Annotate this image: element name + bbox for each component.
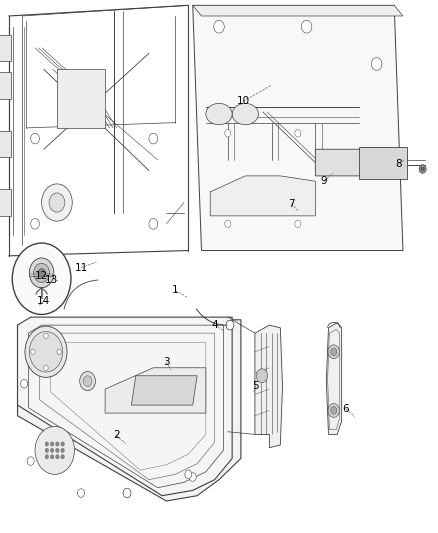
Polygon shape bbox=[326, 322, 342, 434]
Circle shape bbox=[25, 326, 67, 377]
Polygon shape bbox=[0, 35, 11, 61]
Polygon shape bbox=[315, 149, 385, 176]
Text: 10: 10 bbox=[237, 96, 250, 106]
Circle shape bbox=[149, 133, 158, 144]
Polygon shape bbox=[57, 69, 105, 128]
Text: 1: 1 bbox=[172, 286, 179, 295]
Circle shape bbox=[328, 403, 339, 417]
Polygon shape bbox=[0, 72, 11, 99]
Text: 9: 9 bbox=[321, 176, 328, 186]
Circle shape bbox=[371, 58, 382, 70]
Circle shape bbox=[295, 220, 301, 228]
Circle shape bbox=[189, 473, 196, 481]
Circle shape bbox=[31, 349, 35, 354]
Circle shape bbox=[123, 488, 131, 498]
Text: 6: 6 bbox=[343, 404, 350, 414]
Circle shape bbox=[61, 455, 64, 459]
Circle shape bbox=[38, 269, 45, 277]
Circle shape bbox=[44, 365, 48, 370]
Circle shape bbox=[49, 193, 65, 212]
Circle shape bbox=[61, 448, 64, 453]
Text: 7: 7 bbox=[288, 199, 295, 208]
Circle shape bbox=[56, 455, 59, 459]
Polygon shape bbox=[0, 189, 11, 216]
Text: 13: 13 bbox=[45, 275, 58, 285]
Text: 11: 11 bbox=[74, 263, 88, 272]
Circle shape bbox=[21, 379, 28, 388]
Circle shape bbox=[34, 263, 49, 282]
Circle shape bbox=[83, 376, 92, 386]
Circle shape bbox=[12, 243, 71, 314]
Polygon shape bbox=[359, 147, 407, 179]
Circle shape bbox=[80, 372, 95, 391]
Circle shape bbox=[328, 345, 339, 359]
Text: 12: 12 bbox=[35, 271, 48, 281]
Circle shape bbox=[45, 448, 49, 453]
Text: 3: 3 bbox=[163, 358, 170, 367]
Text: 4: 4 bbox=[211, 320, 218, 330]
Circle shape bbox=[225, 220, 231, 228]
Polygon shape bbox=[18, 320, 241, 501]
Text: 2: 2 bbox=[113, 431, 120, 440]
Ellipse shape bbox=[206, 103, 232, 125]
Circle shape bbox=[256, 369, 268, 383]
Circle shape bbox=[421, 167, 424, 171]
Text: 8: 8 bbox=[395, 159, 402, 168]
Ellipse shape bbox=[232, 103, 258, 125]
Circle shape bbox=[331, 407, 337, 414]
Text: 5: 5 bbox=[252, 381, 259, 391]
Circle shape bbox=[56, 448, 59, 453]
Text: 14: 14 bbox=[37, 296, 50, 306]
Polygon shape bbox=[193, 5, 403, 251]
Circle shape bbox=[50, 448, 54, 453]
Circle shape bbox=[57, 349, 61, 354]
Circle shape bbox=[185, 470, 192, 479]
Circle shape bbox=[50, 455, 54, 459]
Circle shape bbox=[225, 130, 231, 137]
Circle shape bbox=[42, 184, 72, 221]
Circle shape bbox=[31, 133, 39, 144]
Polygon shape bbox=[0, 131, 11, 157]
Circle shape bbox=[44, 333, 48, 338]
Circle shape bbox=[419, 165, 426, 173]
Circle shape bbox=[61, 442, 64, 446]
Circle shape bbox=[35, 426, 74, 474]
Circle shape bbox=[301, 20, 312, 33]
Polygon shape bbox=[255, 325, 283, 448]
Polygon shape bbox=[193, 5, 403, 16]
Polygon shape bbox=[131, 376, 197, 405]
Circle shape bbox=[226, 320, 234, 330]
Circle shape bbox=[56, 442, 59, 446]
Circle shape bbox=[29, 258, 54, 288]
Circle shape bbox=[45, 455, 49, 459]
Circle shape bbox=[78, 489, 85, 497]
Circle shape bbox=[371, 154, 382, 166]
Circle shape bbox=[149, 219, 158, 229]
Polygon shape bbox=[210, 176, 315, 216]
Circle shape bbox=[50, 442, 54, 446]
Circle shape bbox=[214, 20, 224, 33]
Polygon shape bbox=[18, 317, 232, 496]
Circle shape bbox=[295, 130, 301, 137]
Circle shape bbox=[31, 219, 39, 229]
Circle shape bbox=[29, 332, 63, 372]
Circle shape bbox=[331, 348, 337, 356]
Circle shape bbox=[27, 457, 34, 465]
Circle shape bbox=[45, 442, 49, 446]
Polygon shape bbox=[105, 368, 206, 413]
